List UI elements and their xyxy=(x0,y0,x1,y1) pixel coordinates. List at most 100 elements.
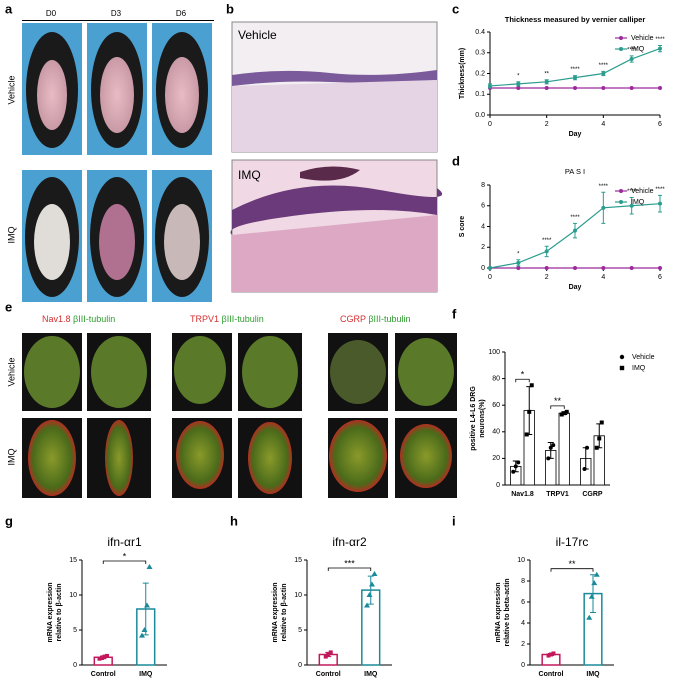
y-tick-label: 0 xyxy=(73,662,77,669)
mouse-photos xyxy=(22,23,212,302)
point xyxy=(586,614,593,620)
point xyxy=(559,412,564,417)
immunofluorescence: Nav1.8 βIII-tubulin TRPV1 βIII-tubulin C… xyxy=(6,314,457,498)
point xyxy=(366,592,373,597)
header: Nav1.8 βIII-tubulin xyxy=(42,314,115,324)
histology: Vehicle IMQ xyxy=(230,21,443,293)
x-axis-label: Day xyxy=(569,131,582,138)
marker-label: Nav1.8 xyxy=(42,314,71,324)
error-bar xyxy=(367,575,374,605)
point xyxy=(585,445,589,450)
x-tick-label: TRPV1 xyxy=(546,491,569,498)
x-tick-label: 4 xyxy=(601,121,605,128)
annotation: **** xyxy=(627,47,637,53)
significance-bracket xyxy=(550,568,594,572)
x-tick-label: Nav1.8 xyxy=(511,491,534,498)
significance-bracket xyxy=(327,567,372,571)
y-tick-label: 10 xyxy=(294,592,302,599)
legend-swatch xyxy=(619,47,623,51)
legend-swatch xyxy=(619,189,623,193)
annotation: ** xyxy=(544,71,549,77)
y-tick-label: 5 xyxy=(298,627,302,634)
point xyxy=(658,266,662,270)
point xyxy=(146,564,153,569)
y-tick-label: 0.4 xyxy=(475,29,485,36)
y-tick-label: 15 xyxy=(69,557,77,564)
point xyxy=(544,249,549,254)
point xyxy=(601,71,606,76)
x-tick-label: 2 xyxy=(545,274,549,281)
point xyxy=(516,260,521,265)
legend-label: IMQ xyxy=(631,46,645,53)
x-tick-label: 6 xyxy=(658,274,662,281)
point xyxy=(371,571,378,576)
significance-label: * xyxy=(123,551,127,561)
x-tick-label: CGRP xyxy=(582,491,603,498)
x-tick-label: 2 xyxy=(545,121,549,128)
marker-label: CGRP xyxy=(340,314,366,324)
x-tick-label: 0 xyxy=(488,121,492,128)
annotation: **** xyxy=(655,187,665,193)
panel-label: f xyxy=(452,306,457,321)
point xyxy=(323,654,328,659)
y-axis-label: neurons(%) xyxy=(479,399,486,438)
y-axis-label: relative to beta-actin xyxy=(504,578,511,646)
y-tick-label: 40 xyxy=(492,429,500,436)
x-tick-label: Control xyxy=(316,671,341,678)
point xyxy=(488,83,492,88)
point xyxy=(488,266,492,270)
x-tick-label: 4 xyxy=(601,274,605,281)
point xyxy=(546,456,551,461)
point xyxy=(144,602,150,608)
y-tick-label: 10 xyxy=(69,592,77,599)
annotation: **** xyxy=(655,37,665,43)
legend-swatch xyxy=(619,354,625,360)
x-tick-label: IMQ xyxy=(586,671,600,678)
column-label: D6 xyxy=(176,9,187,18)
y-tick-label: 100 xyxy=(488,349,500,356)
y-tick-label: 60 xyxy=(492,402,500,409)
chart-title: ifn-αr1 xyxy=(107,535,142,549)
point xyxy=(601,86,606,91)
annotation: **** xyxy=(627,189,637,195)
bar xyxy=(558,412,570,486)
image-label: IMQ xyxy=(238,168,261,182)
image-label: Vehicle xyxy=(238,28,277,42)
x-axis-label: Day xyxy=(569,284,582,291)
stain-label: βIII-tubulin xyxy=(73,314,115,324)
stain-label: βIII-tubulin xyxy=(222,314,264,324)
y-axis-label: mRNA expression xyxy=(272,582,279,642)
point xyxy=(369,581,375,587)
annotation: **** xyxy=(542,238,552,244)
panel-label: a xyxy=(5,1,13,16)
annotation: **** xyxy=(570,67,580,73)
point xyxy=(548,445,553,450)
point xyxy=(588,593,595,599)
point xyxy=(629,86,634,91)
panel-label: c xyxy=(452,1,459,16)
annotation: **** xyxy=(599,63,609,69)
x-tick-label: 6 xyxy=(658,121,662,128)
point xyxy=(527,409,532,414)
panel-label: h xyxy=(230,513,238,528)
point xyxy=(139,632,145,638)
y-axis-label: mRNA expression xyxy=(47,582,54,642)
point xyxy=(551,443,556,448)
legend-label: Vehicle xyxy=(631,35,654,42)
y-tick-label: 0 xyxy=(496,482,500,489)
panel-label: d xyxy=(452,153,460,168)
row-label: Vehicle xyxy=(6,357,16,386)
point xyxy=(516,86,521,91)
column-label: D0 xyxy=(46,9,57,18)
photo-grid: D0 D3 D6 Vehicle IMQ xyxy=(6,9,214,302)
panel-label: i xyxy=(452,513,456,528)
header: TRPV1 βIII-tubulin xyxy=(190,314,264,324)
significance-label: * xyxy=(521,370,525,380)
point xyxy=(524,432,529,437)
y-tick-label: 6 xyxy=(521,599,525,606)
point xyxy=(544,79,549,84)
point xyxy=(629,266,634,270)
row-label: Vehicle xyxy=(6,75,16,104)
y-tick-label: 20 xyxy=(492,455,500,462)
